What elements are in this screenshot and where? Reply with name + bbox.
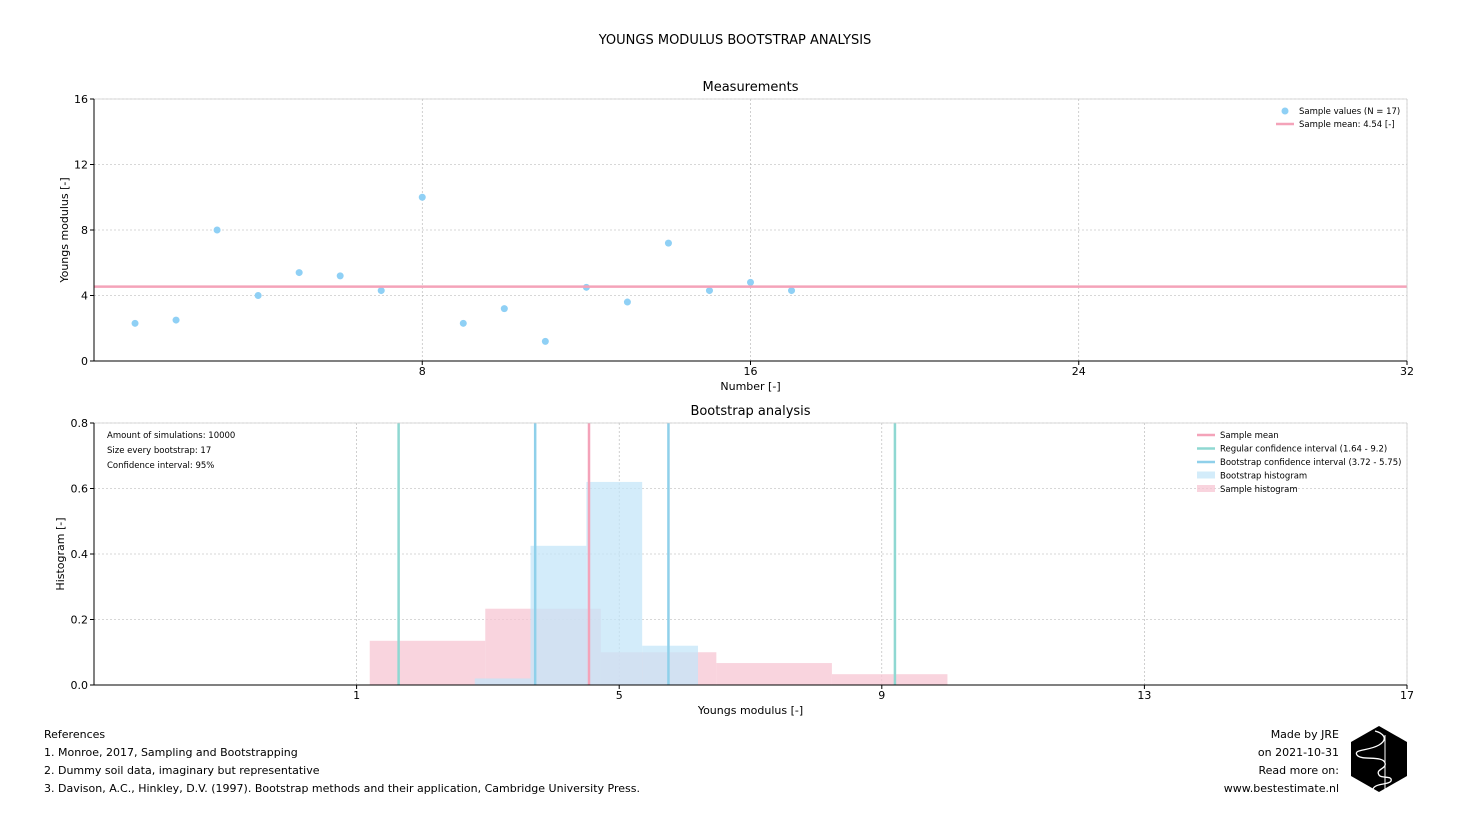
chart-title: Bootstrap analysis (690, 404, 810, 419)
legend-label: Sample histogram (1220, 485, 1298, 495)
scatter-point (459, 319, 467, 327)
x-axis-label: Number [-] (720, 380, 780, 393)
y-axis-label: Histogram [-] (54, 517, 67, 590)
legend-label: Sample values (N = 17) (1299, 107, 1400, 117)
y-tick-label: 0.6 (71, 483, 89, 496)
histogram-bar (642, 645, 698, 685)
legend-label: Sample mean: 4.54 [-] (1299, 120, 1395, 130)
legend-label: Sample mean (1220, 431, 1279, 441)
y-tick-label: 12 (74, 159, 88, 172)
annotation-text: Size every bootstrap: 17 (107, 446, 211, 456)
scatter-point (418, 193, 426, 201)
x-tick-label: 16 (744, 365, 758, 378)
legend-swatch (1197, 485, 1215, 492)
x-tick-label: 5 (616, 689, 623, 702)
y-axis-label: Youngs modulus [-] (58, 177, 71, 283)
y-tick-label: 0.8 (71, 417, 89, 430)
scatter-point (500, 305, 508, 313)
x-tick-label: 24 (1072, 365, 1086, 378)
x-tick-label: 13 (1137, 689, 1151, 702)
x-tick-label: 17 (1400, 689, 1414, 702)
scatter-point (788, 287, 796, 295)
reference-item: 2. Dummy soil data, imaginary but repres… (44, 764, 320, 777)
scatter-point (295, 269, 303, 277)
legend-label: Bootstrap confidence interval (3.72 - 5.… (1220, 458, 1401, 468)
references-heading: References (44, 728, 106, 741)
reference-item: 3. Davison, A.C., Hinkley, D.V. (1997). … (44, 782, 640, 795)
scatter-point (541, 337, 549, 345)
x-tick-label: 8 (419, 365, 426, 378)
legend-label: Bootstrap histogram (1220, 472, 1307, 482)
histogram-bar (831, 674, 948, 685)
scatter-point (377, 287, 385, 295)
histogram-bar (530, 545, 587, 685)
scatter-point (623, 298, 631, 306)
y-tick-label: 0.0 (71, 679, 89, 692)
legend-marker (1281, 107, 1289, 115)
scatter-point (747, 278, 754, 286)
y-tick-label: 0.2 (71, 614, 89, 627)
x-tick-label: 32 (1400, 365, 1414, 378)
credit-line: Made by JRE (1270, 728, 1339, 741)
annotation-text: Amount of simulations: 10000 (107, 431, 235, 441)
annotation-text: Confidence interval: 95% (107, 461, 214, 471)
legend-label: Regular confidence interval (1.64 - 9.2) (1220, 445, 1387, 455)
x-tick-label: 9 (878, 689, 885, 702)
scatter-point (336, 272, 344, 280)
scatter-point (172, 316, 180, 324)
references-block: References 1. Monroe, 2017, Sampling and… (44, 726, 640, 798)
credits-block: Made by JRE on 2021-10-31 Read more on: … (1224, 726, 1339, 798)
scatter-point (213, 226, 221, 234)
x-tick-label: 1 (353, 689, 360, 702)
y-tick-label: 0 (81, 355, 88, 368)
scatter-point (131, 319, 139, 327)
scatter-point (254, 292, 262, 299)
figure-title: YOUNGS MODULUS BOOTSTRAP ANALYSIS (598, 33, 872, 48)
reference-item: 1. Monroe, 2017, Sampling and Bootstrapp… (44, 746, 298, 759)
scatter-point (705, 287, 713, 295)
credit-line: Read more on: (1258, 764, 1339, 777)
y-tick-label: 8 (81, 224, 88, 237)
histogram-bar (474, 678, 531, 685)
x-axis-label: Youngs modulus [-] (697, 704, 803, 717)
y-tick-label: 0.4 (71, 548, 89, 561)
chart-title: Measurements (702, 80, 798, 95)
scatter-point (664, 239, 672, 247)
histogram-bar (369, 640, 486, 685)
credit-line: on 2021-10-31 (1257, 746, 1339, 759)
histogram-bar (586, 481, 643, 685)
legend-swatch (1197, 471, 1215, 479)
y-tick-label: 16 (74, 93, 88, 106)
logo-icon (1351, 726, 1407, 792)
y-tick-label: 4 (81, 290, 88, 303)
credit-link[interactable]: www.bestestimate.nl (1223, 782, 1339, 795)
histogram-bar (716, 663, 832, 685)
